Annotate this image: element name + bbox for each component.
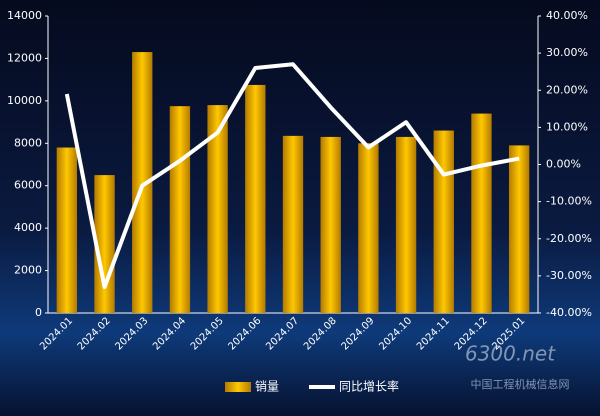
legend-swatch (225, 382, 251, 392)
y-tick-label: 14000 (7, 9, 42, 22)
y-tick-label: 6000 (14, 179, 42, 192)
y2-tick-label: 20.00% (546, 83, 588, 96)
y2-tick-label: 10.00% (546, 120, 588, 133)
y-tick-label: 4000 (14, 221, 42, 234)
bar (207, 105, 228, 313)
watermark: 6300.net (465, 342, 556, 366)
bar (56, 147, 78, 313)
bar (245, 84, 266, 313)
y2-tick-label: 0.00% (546, 158, 581, 171)
bar (433, 130, 454, 313)
y-tick-label: 8000 (14, 136, 42, 149)
y2-tick-label: -30.00% (546, 269, 592, 282)
y-tick-label: 2000 (14, 264, 42, 277)
line (64, 62, 520, 290)
y2-tick-label: -40.00% (546, 306, 592, 319)
y2-tick-label: -20.00% (546, 232, 592, 245)
y-tick-label: 12000 (7, 51, 42, 64)
y2-tick-label: -10.00% (546, 195, 592, 208)
bar (169, 106, 191, 314)
bar (358, 143, 379, 313)
y2-tick-label: 30.00% (546, 46, 588, 59)
bar (395, 136, 417, 313)
bar (471, 113, 492, 313)
y-tick-label: 0 (35, 306, 42, 319)
legend-label: 同比增长率 (339, 379, 399, 394)
bar (320, 136, 341, 313)
bar (132, 52, 153, 314)
y-tick-label: 10000 (7, 94, 42, 107)
bar (282, 135, 304, 313)
watermark-sub: 中国工程机械信息网 (471, 377, 570, 391)
legend-label: 销量 (255, 380, 279, 394)
y2-tick-label: 40.00% (546, 9, 588, 22)
bar (508, 145, 530, 313)
